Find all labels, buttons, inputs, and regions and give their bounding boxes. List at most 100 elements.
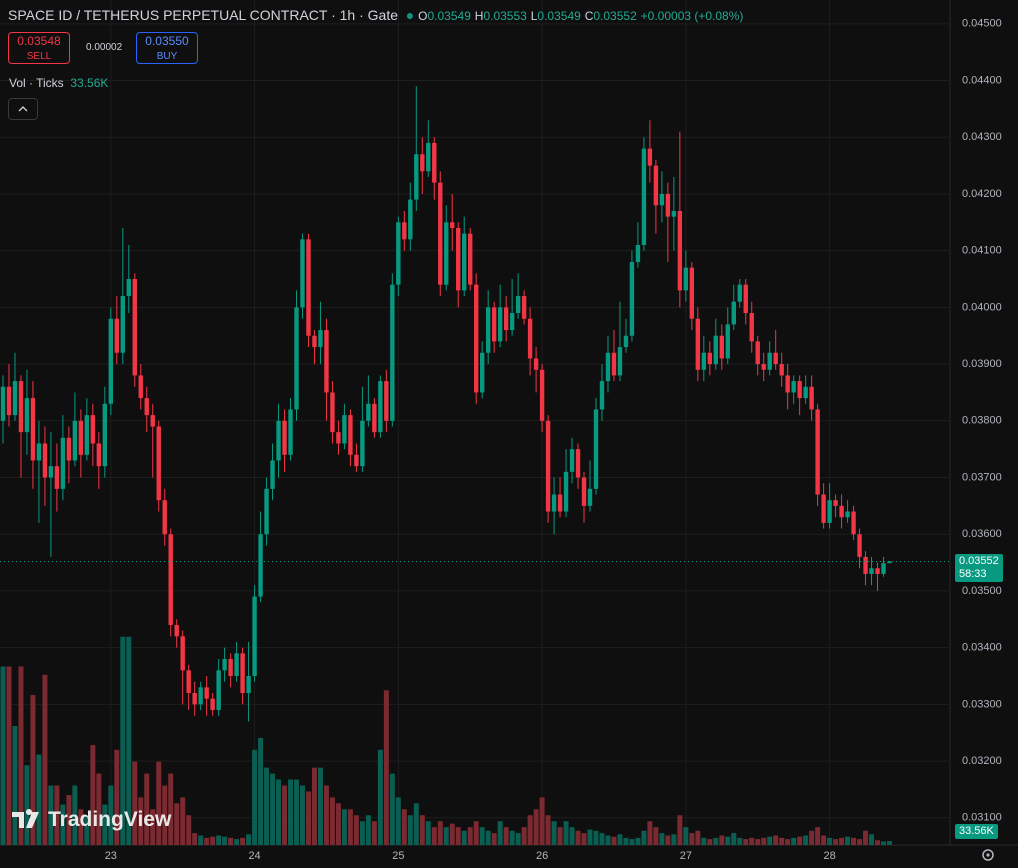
candle-body (533, 358, 539, 370)
x-tick-label: 26 (536, 850, 548, 862)
candle-body (360, 420, 365, 467)
candle-body (503, 307, 509, 331)
l-label: L (530, 9, 538, 23)
y-tick-label: 0.03800 (962, 415, 1002, 427)
candle-body (755, 341, 760, 365)
candle-body (497, 307, 503, 342)
brand: TradingView (48, 808, 172, 831)
candle-body (605, 352, 611, 382)
candle-body (521, 296, 527, 319)
y-tick-label: 0.04100 (962, 245, 1002, 257)
volume-bar (743, 839, 749, 845)
candle-body (839, 505, 844, 518)
candle-body (396, 222, 401, 285)
candle-body (18, 381, 24, 433)
symbol[interactable]: SPACE ID / TETHERUS PERPETUAL CONTRACT ·… (8, 7, 399, 23)
candle-body (438, 182, 443, 285)
candle-body (72, 420, 78, 461)
candle-body (126, 279, 131, 297)
volume-bar (347, 809, 353, 845)
candle-body (168, 534, 173, 625)
change: +0.00003 (+0.08%) (640, 9, 744, 23)
candle-body (324, 330, 329, 393)
volume-bar (132, 761, 138, 845)
candle-body (300, 239, 305, 308)
candle-body (707, 352, 713, 365)
volume-bar (329, 797, 335, 845)
candle-body (216, 670, 221, 711)
volume-bar (150, 809, 156, 845)
candle-body (426, 142, 431, 172)
volume-bar (72, 785, 78, 845)
settings-button[interactable] (978, 845, 998, 865)
candle-body (647, 148, 653, 166)
volume-bar (455, 827, 461, 845)
y-tick-label: 0.04500 (962, 18, 1002, 30)
candle-body (66, 437, 72, 461)
sell-button[interactable]: 0.03548 SELL (8, 32, 70, 64)
candle-body (515, 296, 521, 314)
candle-body (593, 409, 599, 489)
candle-body (509, 313, 515, 331)
volume-bar (66, 795, 72, 845)
candle-body (210, 698, 215, 711)
candle-body (24, 398, 30, 433)
candle-body (138, 375, 143, 399)
volume-bar (647, 821, 653, 845)
volume-bar (228, 837, 234, 845)
volume-bar (425, 821, 431, 845)
candle-body (108, 318, 114, 404)
volume-legend: Vol · Ticks 33.56K (9, 76, 108, 90)
candle-body (36, 443, 42, 461)
volume-bar (90, 745, 96, 845)
candle-body (527, 318, 533, 359)
x-tick-label: 25 (392, 850, 404, 862)
volume-bar (821, 835, 827, 845)
candle-body (701, 352, 707, 370)
candle-body (599, 381, 605, 410)
volume-bar (617, 834, 623, 845)
volume-bar (737, 837, 743, 845)
candle-body (186, 670, 191, 694)
candle-body (0, 386, 6, 421)
candle-body (342, 415, 347, 444)
volume-bar (563, 821, 569, 845)
candle-body (204, 687, 209, 699)
volume-bar (383, 690, 389, 845)
volume-bar (341, 809, 347, 845)
buy-price: 0.03550 (145, 34, 189, 48)
candle-body (120, 296, 125, 353)
candle-body (809, 386, 814, 410)
volume-bar (869, 834, 875, 845)
candle-body (803, 386, 808, 399)
status-dot: ● (405, 7, 415, 23)
sell-price: 0.03548 (17, 34, 61, 48)
volume-bar (851, 837, 857, 845)
volume-bar (138, 797, 144, 845)
candle-body (695, 318, 701, 370)
volume-bar (108, 785, 114, 845)
candle-body (611, 352, 617, 376)
volume-bar (881, 841, 887, 845)
volume-bar (240, 837, 246, 845)
volume-bar (162, 785, 168, 845)
collapse-button[interactable] (8, 98, 38, 120)
volume-bar (156, 761, 162, 845)
volume-bar (773, 835, 779, 845)
volume-bar (605, 835, 611, 845)
volume-bar (389, 773, 395, 845)
buy-button[interactable]: 0.03550 BUY (136, 32, 198, 64)
candle-body (491, 307, 497, 342)
candle-body (683, 267, 689, 291)
h-label: H (474, 9, 484, 23)
candle-body (450, 222, 455, 228)
volume-bar (569, 827, 575, 845)
l-value: 0.03549 (537, 9, 581, 23)
candle-body (677, 210, 683, 291)
volume-bar (24, 765, 30, 845)
volume-bar (863, 830, 869, 845)
candle-body (689, 267, 695, 319)
o-value: 0.03549 (427, 9, 471, 23)
candle-body (150, 415, 155, 427)
